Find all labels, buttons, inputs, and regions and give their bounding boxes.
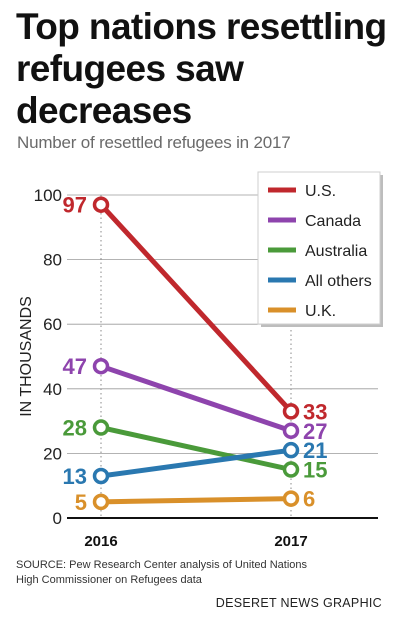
- source-note: SOURCE: Pew Research Center analysis of …: [16, 559, 308, 586]
- data-point: [92, 493, 110, 511]
- graphic-credit: DESERET NEWS GRAPHIC: [215, 596, 382, 610]
- data-label: 13: [63, 464, 87, 489]
- data-point: [282, 461, 300, 478]
- data-label: 47: [63, 354, 87, 379]
- axes: 0 20 40 60 80 100 2016 2017 IN THOUSANDS: [18, 186, 378, 550]
- legend: U.S. Canada Australia All others U.K.: [257, 171, 383, 327]
- data-point: [282, 422, 300, 440]
- legend-label: Canada: [305, 213, 361, 230]
- series-line: [98, 202, 294, 414]
- x-tick-label: 2017: [274, 533, 307, 550]
- data-label: 6: [303, 487, 315, 512]
- y-tick-label: 100: [34, 186, 62, 205]
- data-label: 97: [63, 193, 87, 218]
- y-tick-label: 40: [43, 380, 62, 399]
- data-label: 15: [303, 458, 327, 483]
- data-labels: 97 33 47 27 28 15 13 21 5 6: [63, 193, 328, 515]
- data-point: [92, 467, 110, 485]
- data-point: [92, 196, 110, 213]
- line-chart: 0 20 40 60 80 100 2016 2017 IN THOUSANDS 97 33 47 2…: [18, 171, 383, 550]
- legend-label: U.S.: [305, 183, 336, 200]
- data-label: 5: [75, 490, 87, 515]
- y-tick-label: 60: [43, 315, 62, 334]
- series-line: [98, 363, 294, 434]
- series-line: [98, 447, 294, 479]
- data-point: [92, 357, 110, 375]
- series-line: [98, 425, 294, 473]
- chart-subtitle: Number of resettled refugees in 2017: [17, 133, 291, 152]
- data-point: [282, 490, 300, 507]
- y-tick-label: 80: [43, 251, 62, 270]
- chart-title: Top nations resettling refugees saw decr…: [16, 6, 387, 131]
- legend-label: Australia: [305, 243, 367, 260]
- legend-label: All others: [305, 273, 372, 290]
- legend-label: U.K.: [305, 303, 336, 320]
- y-tick-label: 0: [53, 509, 62, 528]
- data-label: 28: [63, 416, 87, 441]
- y-axis-label: IN THOUSANDS: [18, 296, 35, 417]
- data-label: 27: [303, 419, 327, 444]
- data-point: [282, 403, 300, 420]
- series-lines: [92, 196, 300, 511]
- y-tick-label: 20: [43, 444, 62, 463]
- series-line: [98, 496, 294, 505]
- data-point: [282, 441, 300, 459]
- data-label: 33: [303, 399, 327, 424]
- data-point: [92, 419, 110, 436]
- data-label: 21: [303, 438, 327, 463]
- x-tick-label: 2016: [84, 533, 117, 550]
